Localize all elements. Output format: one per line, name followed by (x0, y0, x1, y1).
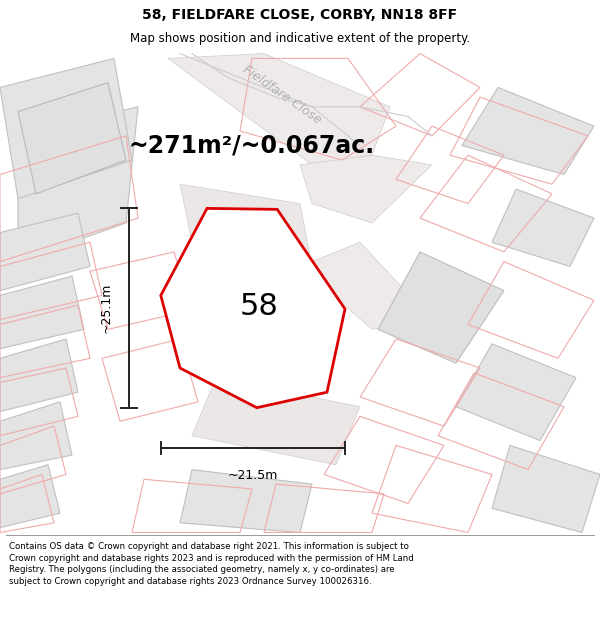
Polygon shape (378, 252, 504, 363)
Polygon shape (18, 82, 126, 194)
Polygon shape (0, 276, 84, 349)
Polygon shape (161, 208, 345, 408)
Polygon shape (0, 58, 132, 199)
Polygon shape (462, 88, 594, 174)
Text: Fieldfare Close: Fieldfare Close (240, 62, 324, 127)
Polygon shape (0, 339, 78, 411)
Polygon shape (180, 184, 312, 266)
Polygon shape (0, 213, 90, 291)
Polygon shape (18, 107, 138, 262)
Polygon shape (180, 469, 312, 532)
Polygon shape (492, 189, 594, 266)
Polygon shape (168, 54, 390, 165)
Polygon shape (300, 155, 432, 223)
Polygon shape (0, 402, 72, 469)
Text: Contains OS data © Crown copyright and database right 2021. This information is : Contains OS data © Crown copyright and d… (9, 542, 414, 586)
Text: Map shows position and indicative extent of the property.: Map shows position and indicative extent… (130, 31, 470, 44)
Polygon shape (300, 242, 432, 329)
Polygon shape (192, 378, 360, 465)
Text: ~271m²/~0.067ac.: ~271m²/~0.067ac. (129, 134, 375, 158)
Polygon shape (456, 344, 576, 441)
Polygon shape (492, 446, 600, 532)
Text: ~21.5m: ~21.5m (228, 469, 278, 482)
Text: 58: 58 (240, 292, 278, 321)
Polygon shape (0, 465, 60, 528)
Polygon shape (180, 281, 336, 378)
Text: ~25.1m: ~25.1m (100, 283, 113, 333)
Text: 58, FIELDFARE CLOSE, CORBY, NN18 8FF: 58, FIELDFARE CLOSE, CORBY, NN18 8FF (142, 8, 458, 22)
